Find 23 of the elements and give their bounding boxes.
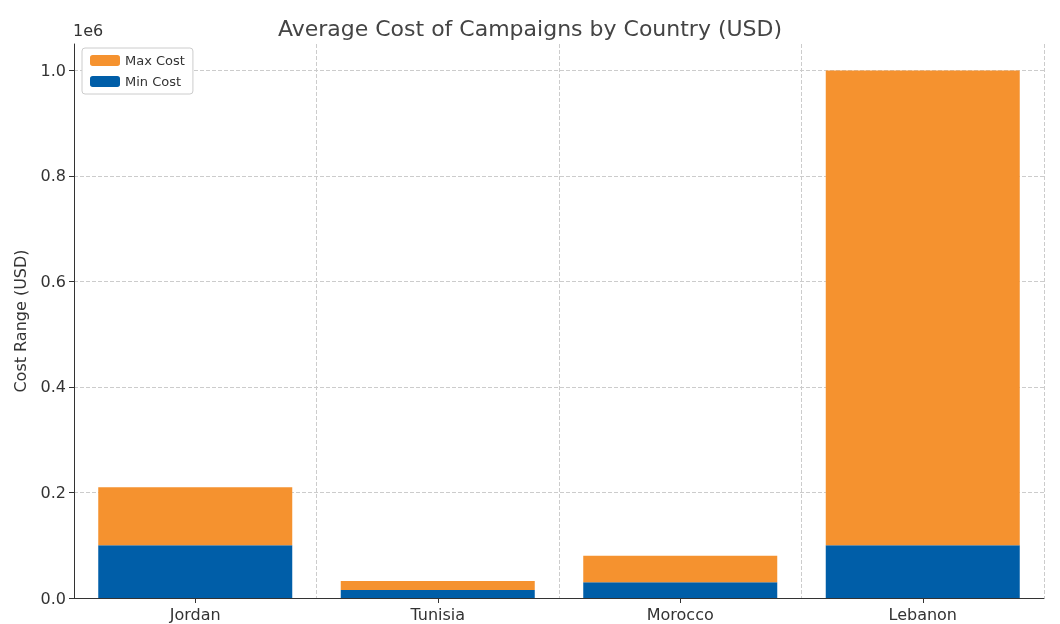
- y-tick-label: 1.0: [40, 60, 66, 80]
- x-tick-label: Morocco: [646, 604, 714, 624]
- legend-label: Min Cost: [125, 74, 182, 89]
- bar: [825, 70, 1020, 546]
- chart-title: Average Cost of Campaigns by Country (USD): [277, 15, 783, 41]
- x-tick-label: Jordan: [168, 604, 221, 624]
- bar: [98, 545, 293, 598]
- bar: [583, 555, 778, 583]
- x-tick-label: Lebanon: [888, 604, 958, 624]
- bar: [583, 582, 778, 598]
- y-tick-label: 0.8: [40, 166, 66, 186]
- y-tick-label: 0.6: [40, 271, 66, 291]
- bar: [825, 545, 1020, 598]
- bar: [340, 590, 535, 598]
- bar: [340, 581, 535, 591]
- legend-label: Max Cost: [125, 53, 185, 68]
- y-tick-label: 0.0: [40, 588, 66, 608]
- x-tick-label: Tunisia: [409, 604, 466, 624]
- y-axis-title: Cost Range (USD): [10, 249, 30, 393]
- text: 1e6: [73, 20, 104, 40]
- bar: [98, 487, 293, 546]
- y-tick-label: 0.4: [40, 377, 66, 397]
- y-tick-label: 0.2: [40, 482, 66, 502]
